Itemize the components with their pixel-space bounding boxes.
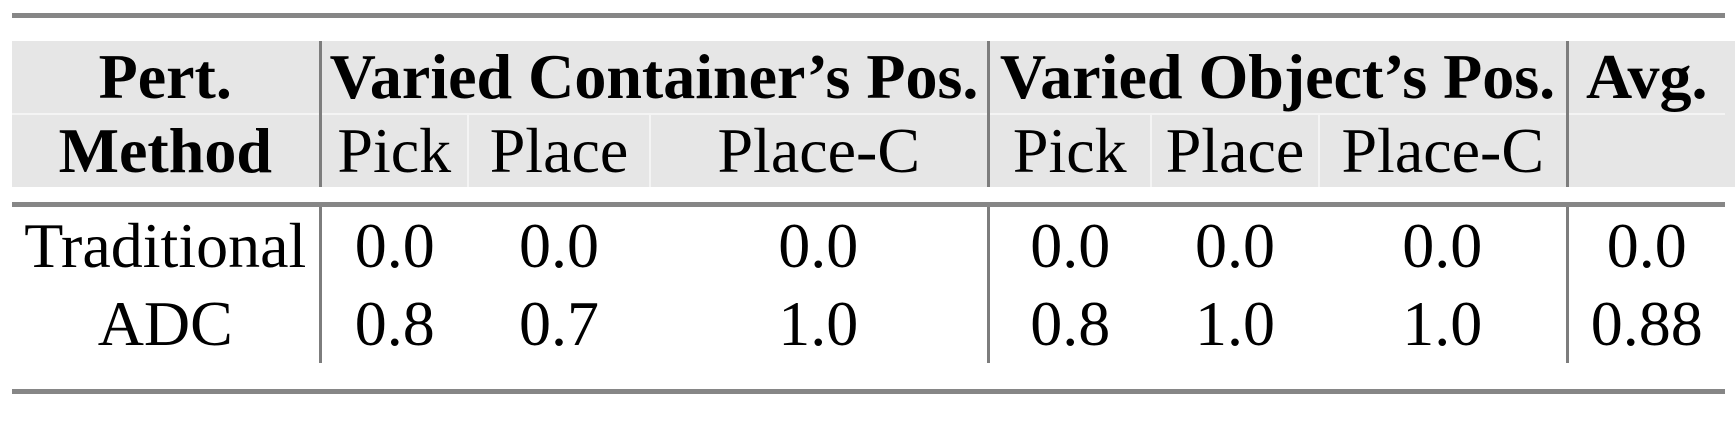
cell-avg: 0.88	[1567, 285, 1725, 363]
cell-value: 0.0	[1319, 207, 1569, 285]
table-row-adc: ADC 0.8 0.7 1.0 0.8 1.0 1.0 0.88	[12, 285, 1725, 363]
header-row-subcolumns: Method Pick Place Place-C Pick Place Pla…	[12, 114, 1725, 187]
header-band: Pert. Varied Container’s Pos. Varied Obj…	[12, 41, 1725, 187]
cell-value: 0.7	[468, 285, 650, 363]
header-row-groups: Pert. Varied Container’s Pos. Varied Obj…	[12, 41, 1725, 115]
mid-rule	[12, 202, 1725, 207]
header-g1-place: Place	[468, 114, 651, 187]
cell-value: 0.0	[1151, 207, 1319, 285]
cell-value: 0.0	[650, 207, 990, 285]
header-avg: Avg.	[1567, 41, 1725, 115]
header-group-varied-container: Varied Container’s Pos.	[320, 41, 990, 115]
table-row-traditional: Traditional 0.0 0.0 0.0 0.0 0.0 0.0 0.0	[12, 207, 1725, 285]
header-avg-empty	[1567, 114, 1725, 187]
cell-value: 0.0	[320, 207, 468, 285]
header-band-extension	[1725, 41, 1735, 187]
row-method-label: ADC	[12, 285, 322, 363]
bottom-spacer-row	[12, 363, 1725, 389]
cell-value: 0.8	[988, 285, 1151, 363]
header-group-varied-object: Varied Object’s Pos.	[988, 41, 1569, 115]
cell-avg: 0.0	[1567, 207, 1725, 285]
cell-value: 1.0	[1151, 285, 1319, 363]
header-method: Method	[12, 114, 322, 187]
header-pert: Pert.	[12, 41, 322, 115]
header-g1-place-c: Place-C	[650, 114, 990, 187]
header-g2-place: Place	[1151, 114, 1320, 187]
bottom-rule	[12, 389, 1725, 394]
cell-value: 0.0	[988, 207, 1151, 285]
cell-value: 0.0	[468, 207, 650, 285]
cell-value: 1.0	[650, 285, 990, 363]
header-g1-pick: Pick	[320, 114, 469, 187]
row-method-label: Traditional	[12, 207, 322, 285]
header-g2-pick: Pick	[988, 114, 1152, 187]
cell-value: 0.8	[320, 285, 468, 363]
cell-value: 1.0	[1319, 285, 1569, 363]
top-rule	[12, 13, 1725, 18]
header-g2-place-c: Place-C	[1319, 114, 1569, 187]
table-body: Traditional 0.0 0.0 0.0 0.0 0.0 0.0 0.0 …	[12, 207, 1725, 389]
